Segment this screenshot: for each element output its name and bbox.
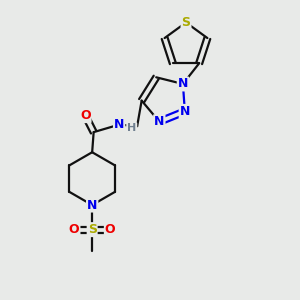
Text: N: N [154, 115, 164, 128]
Text: N: N [180, 105, 190, 118]
Text: S: S [88, 223, 97, 236]
Text: S: S [182, 16, 190, 29]
Text: O: O [80, 109, 91, 122]
Text: O: O [69, 223, 80, 236]
Text: N: N [87, 199, 97, 212]
Text: N: N [178, 77, 188, 91]
Text: H: H [127, 123, 136, 133]
Text: N: N [114, 118, 124, 131]
Text: O: O [105, 223, 116, 236]
